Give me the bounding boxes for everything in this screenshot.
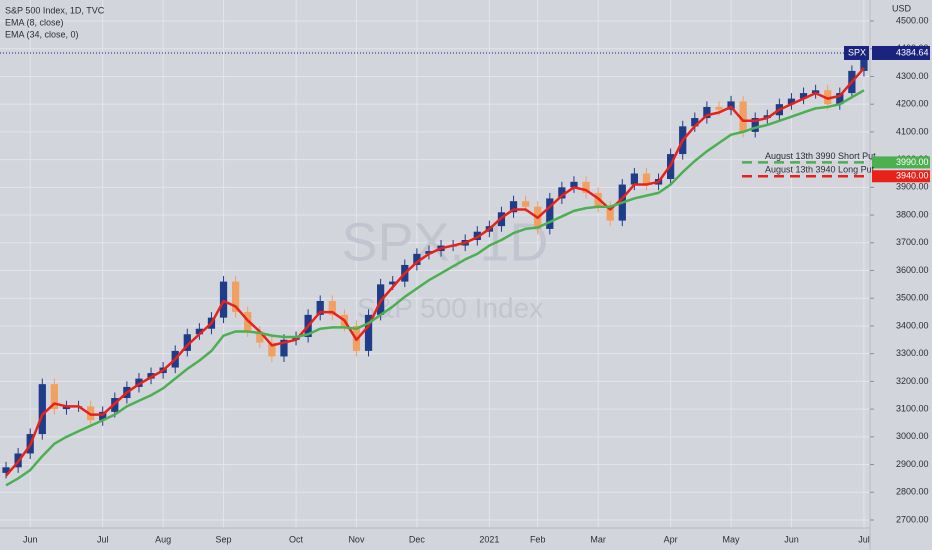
x-tick-label: Sep <box>216 534 232 544</box>
candle-body <box>50 384 58 410</box>
legend-entry: EMA (8, close) <box>5 17 64 27</box>
y-tick-label: 2700.00 <box>896 514 929 524</box>
y-tick-label: 3600.00 <box>896 265 929 275</box>
y-tick-label: 4100.00 <box>896 126 929 136</box>
watermark: SPX, 1D <box>341 212 548 272</box>
level-tag <box>872 156 930 169</box>
last-price-label: 4384.64 <box>896 47 929 57</box>
candle-body <box>256 331 264 343</box>
x-tick-label: Jul <box>97 534 109 544</box>
candle-body <box>425 251 433 254</box>
x-tick-label: Aug <box>155 534 171 544</box>
y-tick-label: 3000.00 <box>896 431 929 441</box>
chart-title: S&P 500 Index, 1D, TVC <box>5 5 105 15</box>
y-tick-label: 3500.00 <box>896 293 929 303</box>
x-tick-label: Feb <box>530 534 546 544</box>
candle-body <box>413 253 421 265</box>
candle-body <box>582 181 590 193</box>
candle-body <box>328 300 336 315</box>
candle-body <box>836 93 844 105</box>
legend-entry: EMA (34, close, 0) <box>5 29 79 39</box>
level-tag-label: 3940.00 <box>896 171 929 181</box>
candle-body <box>751 118 759 132</box>
candle-body <box>739 101 747 132</box>
candle-body <box>183 334 191 351</box>
candle-body <box>606 206 614 221</box>
candle-body <box>522 201 530 207</box>
y-tick-label: 3700.00 <box>896 237 929 247</box>
y-tick-label: 3200.00 <box>896 376 929 386</box>
y-tick-label: 3100.00 <box>896 403 929 413</box>
y-axis-label: USD <box>892 3 912 13</box>
candle-body <box>62 406 71 410</box>
ema-line <box>5 89 865 487</box>
y-tick-label: 2900.00 <box>896 459 929 469</box>
y-tick-label: 3300.00 <box>896 348 929 358</box>
candle-body <box>268 342 276 357</box>
candle-body <box>727 101 735 110</box>
candle-body <box>558 187 566 199</box>
x-tick-label: Dec <box>409 534 426 544</box>
candle-body <box>691 118 699 127</box>
candle-body <box>195 328 203 335</box>
x-tick-label: Nov <box>348 534 365 544</box>
candle-body <box>389 281 397 285</box>
y-tick-label: 3800.00 <box>896 209 929 219</box>
watermark-subtitle: S&P 500 Index <box>357 292 543 323</box>
candle-body <box>509 201 518 213</box>
y-tick-label: 4500.00 <box>896 15 929 25</box>
y-tick-label: 4200.00 <box>896 99 929 109</box>
candle-body <box>38 384 46 435</box>
x-tick-label: Jun <box>784 534 799 544</box>
x-tick-label: Oct <box>289 534 304 544</box>
candle-body <box>570 181 578 188</box>
level-text: August 13th 3940 Long Put <box>765 165 875 175</box>
candle-body <box>232 281 240 313</box>
candle-body <box>2 467 10 473</box>
candle-body <box>715 106 723 110</box>
candle-body <box>546 198 554 229</box>
level-text: August 13th 3990 Short Put <box>765 151 876 161</box>
last-price-tag <box>872 45 930 60</box>
x-tick-label: Mar <box>590 534 606 544</box>
candle-body <box>642 173 651 185</box>
x-tick-label: 2021 <box>479 534 499 544</box>
level-tag-label: 3990.00 <box>896 157 929 167</box>
candle-body <box>787 98 796 105</box>
x-tick-label: Apr <box>664 534 678 544</box>
last-price-symbol: SPX <box>848 47 866 57</box>
candle-body <box>280 339 288 357</box>
last-price-symbol-tag <box>844 45 869 60</box>
x-tick-label: Jul <box>858 534 870 544</box>
x-tick-label: Jun <box>23 534 38 544</box>
candle-body <box>812 90 820 94</box>
x-tick-label: May <box>723 534 741 544</box>
candle-body <box>219 281 228 318</box>
candle-body <box>860 59 868 71</box>
plot <box>2 54 868 487</box>
candle-body <box>799 93 808 99</box>
ema-line <box>5 67 865 477</box>
y-tick-label: 2800.00 <box>896 487 929 497</box>
candle-body <box>630 173 638 185</box>
candle-body <box>316 300 324 315</box>
y-tick-label: 3400.00 <box>896 320 929 330</box>
candle-body <box>824 90 832 105</box>
y-tick-label: 3900.00 <box>896 182 929 192</box>
candle-body <box>99 411 107 421</box>
candle-body <box>364 314 373 351</box>
y-tick-label: 4300.00 <box>896 71 929 81</box>
level-tag <box>872 170 930 183</box>
candle-body <box>703 106 711 119</box>
